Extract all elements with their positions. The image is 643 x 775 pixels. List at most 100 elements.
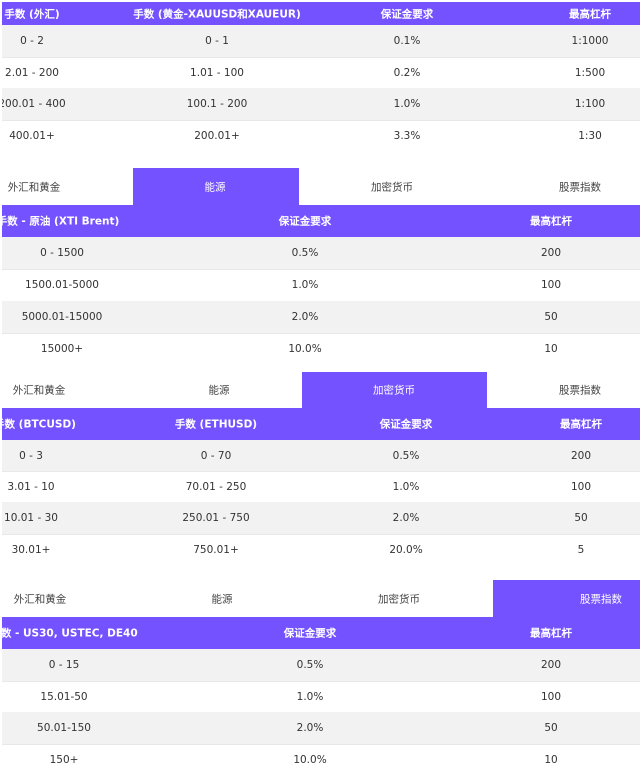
tab-label: 股票指数 — [559, 181, 601, 193]
category-tabs: 外汇和黄金 能源 加密货币 股票指数 — [2, 372, 640, 408]
table-row: 0 - 3 0 - 70 0.5% 200 — [2, 440, 640, 472]
table-row: 50.01-150 2.0% 50 — [2, 712, 640, 745]
column-header: 最高杠杆 — [569, 8, 611, 20]
table-cell: 50.01-150 — [37, 722, 91, 734]
table-row: 2.01 - 200 1.01 - 100 0.2% 1:500 — [2, 57, 640, 89]
table-row: 30.01+ 750.01+ 20.0% 5 — [2, 534, 640, 565]
table-row: 0 - 15 0.5% 200 — [2, 649, 640, 682]
table-cell: 3.3% — [393, 129, 421, 142]
column-header: 保证金要求 — [380, 8, 434, 20]
category-tabs: 外汇和黄金 能源 加密货币 股票指数 — [2, 580, 640, 617]
table-cell: 10 — [544, 342, 558, 355]
table-cell: 0 - 1500 — [40, 247, 84, 259]
table-cell: 15.01-50 — [40, 690, 88, 703]
table-cell: 50 — [544, 722, 558, 734]
table-cell: 0 - 15 — [48, 659, 80, 671]
tab-indices[interactable]: 股票指数 — [493, 580, 640, 617]
table-header-row: 手数 (BTCUSD) 手数 (ETHUSD) 保证金要求 最高杠杆 — [2, 408, 640, 440]
tab-label: 加密货币 — [378, 593, 420, 605]
tab-label: 外汇和黄金 — [7, 181, 61, 193]
tab-crypto[interactable]: 加密货币 — [302, 372, 487, 408]
table-cell: 1:1000 — [571, 35, 609, 47]
column-header: 最高杠杆 — [530, 627, 572, 640]
table-row: 200.01 - 400 100.1 - 200 1.0% 1:100 — [2, 88, 640, 121]
table-cell: 2.0% — [392, 512, 420, 524]
table-cell: 200.01 - 400 — [2, 98, 66, 110]
tab-label: 外汇和黄金 — [12, 384, 66, 397]
table-header-row: 手数 - US30, USTEC, DE40 保证金要求 最高杠杆 — [2, 617, 640, 649]
table-cell: 2.01 - 200 — [5, 66, 59, 79]
table-cell: 0.5% — [291, 247, 319, 259]
table-cell: 200 — [570, 449, 592, 462]
table-cell: 3.01 - 10 — [7, 480, 55, 493]
table-cell: 1:30 — [578, 129, 602, 142]
column-header: 保证金要求 — [283, 627, 337, 640]
column-header: 保证金要求 — [379, 418, 433, 431]
table-cell: 10 — [544, 753, 558, 766]
table-cell: 1500.01-5000 — [25, 279, 99, 291]
margin-table: 手数 - US30, USTEC, DE40 保证金要求 最高杠杆 0 - 15 0.5… — [2, 617, 640, 775]
table-cell: 0 - 3 — [19, 449, 43, 462]
table-cell: 5 — [577, 543, 585, 556]
column-header: 手数 (黄金-XAUUSD和XAUEUR) — [133, 8, 301, 20]
table-cell: 0.5% — [392, 449, 420, 462]
table-cell: 0.5% — [296, 659, 324, 671]
table-row: 150+ 10.0% 10 — [2, 744, 640, 775]
table-cell: 10.0% — [288, 342, 322, 355]
column-header: 手数 (ETHUSD) — [174, 418, 258, 431]
table-cell: 10.0% — [293, 753, 327, 766]
tab-label: 加密货币 — [373, 384, 415, 397]
table-cell: 1.0% — [393, 98, 421, 110]
table-cell: 0.2% — [393, 66, 421, 79]
table-cell: 1.0% — [291, 279, 319, 291]
table-cell: 750.01+ — [193, 543, 239, 556]
table-cell: 400.01+ — [9, 129, 55, 142]
column-header: 手数 - 原油 (XTI Brent) — [2, 215, 120, 228]
table-row: 15.01-50 1.0% 100 — [2, 681, 640, 713]
column-header: 最高杠杆 — [560, 418, 602, 431]
table-cell: 100 — [570, 480, 592, 493]
margin-table: 手数 (外汇) 手数 (黄金-XAUUSD和XAUEUR) 保证金要求 最高杠杆 0 -… — [2, 2, 640, 151]
tab-label: 股票指数 — [559, 384, 601, 397]
table-row: 15000+ 10.0% 10 — [2, 333, 640, 364]
table-cell: 5000.01-15000 — [21, 311, 103, 323]
table-cell: 0 - 2 — [20, 35, 44, 47]
table-cell: 70.01 - 250 — [185, 480, 247, 493]
column-header: 手数 (BTCUSD) — [2, 418, 76, 431]
table-cell: 0 - 1 — [205, 35, 229, 47]
table-cell: 15000+ — [40, 342, 84, 355]
table-cell: 200 — [540, 247, 562, 259]
table-cell: 200 — [540, 659, 562, 671]
table-cell: 1.0% — [296, 690, 324, 703]
table-cell: 100.1 - 200 — [186, 98, 248, 110]
table-cell: 2.0% — [296, 722, 324, 734]
table-cell: 1:500 — [574, 66, 606, 79]
table-cell: 2.0% — [291, 311, 319, 323]
table-row: 3.01 - 10 70.01 - 250 1.0% 100 — [2, 471, 640, 503]
table-cell: 10.01 - 30 — [4, 512, 58, 524]
column-header: 手数 - US30, USTEC, DE40 — [2, 627, 138, 640]
table-cell: 200.01+ — [194, 129, 240, 142]
table-row: 0 - 1500 0.5% 200 — [2, 237, 640, 270]
column-header: 最高杠杆 — [530, 215, 572, 228]
tab-energy[interactable]: 能源 — [133, 168, 299, 205]
column-header: 保证金要求 — [278, 215, 332, 228]
table-cell: 250.01 - 750 — [182, 512, 250, 524]
table-cell: 0 - 70 — [200, 449, 232, 462]
table-cell: 100 — [540, 279, 562, 291]
table-cell: 1:100 — [574, 98, 606, 110]
table-cell: 0.1% — [393, 35, 421, 47]
table-row: 10.01 - 30 250.01 - 750 2.0% 50 — [2, 502, 640, 535]
table-cell: 20.0% — [389, 543, 423, 556]
table-header-row: 手数 - 原油 (XTI Brent) 保证金要求 最高杠杆 — [2, 205, 640, 237]
table-row: 400.01+ 200.01+ 3.3% 1:30 — [2, 120, 640, 151]
category-tabs: 外汇和黄金 能源 加密货币 股票指数 — [2, 168, 640, 205]
column-header: 手数 (外汇) — [4, 8, 60, 20]
table-cell: 30.01+ — [11, 543, 51, 556]
tab-label: 能源 — [211, 593, 233, 605]
table-cell: 1.01 - 100 — [190, 66, 244, 79]
tab-label: 加密货币 — [371, 181, 413, 193]
table-row: 1500.01-5000 1.0% 100 — [2, 269, 640, 302]
table-cell: 50 — [544, 311, 558, 323]
margin-table: 手数 - 原油 (XTI Brent) 保证金要求 最高杠杆 0 - 1500 0.5%… — [2, 205, 640, 364]
